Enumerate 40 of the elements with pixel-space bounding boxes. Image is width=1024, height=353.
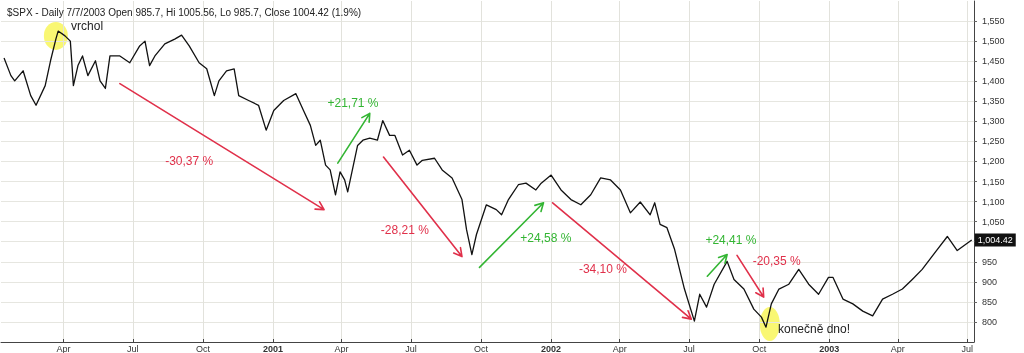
annotation: -20,35 %	[752, 254, 801, 269]
annotation: -28,21 %	[380, 223, 430, 238]
annotation: -34,10 %	[578, 262, 628, 277]
y-tick-label: 1,150	[982, 176, 1005, 187]
y-tick-label: 1,450	[982, 56, 1005, 67]
y-tick-label: 1,350	[982, 96, 1005, 107]
y-tick-label: 950	[982, 256, 998, 267]
y-tick-label: 1,200	[982, 156, 1005, 167]
annotation: vrchol	[71, 18, 104, 33]
x-tick-label: 2001	[263, 343, 284, 353]
annotation: +21,71 %	[327, 96, 379, 111]
x-tick-label: Jul	[127, 343, 139, 353]
x-tick-label: Apr	[890, 343, 905, 353]
x-tick-label: Oct	[474, 343, 489, 353]
y-tick-label: 1,250	[982, 136, 1005, 147]
y-tick-label: 1,500	[982, 36, 1005, 47]
annotation: -30,37 %	[165, 154, 214, 169]
x-tick-label: Apr	[612, 343, 627, 353]
x-tick-label: Jul	[961, 343, 973, 353]
y-tick-label: 1,100	[982, 196, 1005, 207]
y-tick-label: 1,300	[982, 116, 1005, 127]
annotation: +24,58 %	[520, 230, 572, 245]
y-tick-label: 1,550	[982, 16, 1005, 27]
y-tick-label: 900	[982, 276, 998, 287]
text: $SPX - Daily 7/7/2003 Open 985.7, Hi 1005.56, Lo 985.7, Close 1004.42 (1.9%)	[7, 6, 362, 18]
x-tick-label: Apr	[334, 343, 349, 353]
y-tick-label: 850	[982, 296, 998, 307]
x-tick-label: Oct	[752, 343, 767, 353]
x-tick-label: 2002	[541, 343, 562, 353]
x-tick-label: Jul	[405, 343, 417, 353]
y-tick-label: 1,050	[982, 216, 1005, 227]
x-tick-label: Apr	[56, 343, 71, 353]
x-tick-label: Jul	[683, 343, 695, 353]
y-tick-label: 800	[982, 316, 998, 327]
y-tick-label: 1,400	[982, 76, 1005, 87]
annotation: +24,41 %	[705, 232, 757, 247]
x-tick-label: 2003	[819, 343, 840, 353]
annotation: konečně dno!	[777, 321, 851, 336]
x-tick-label: Oct	[195, 343, 211, 353]
data-label: 1,004.42	[977, 234, 1013, 245]
